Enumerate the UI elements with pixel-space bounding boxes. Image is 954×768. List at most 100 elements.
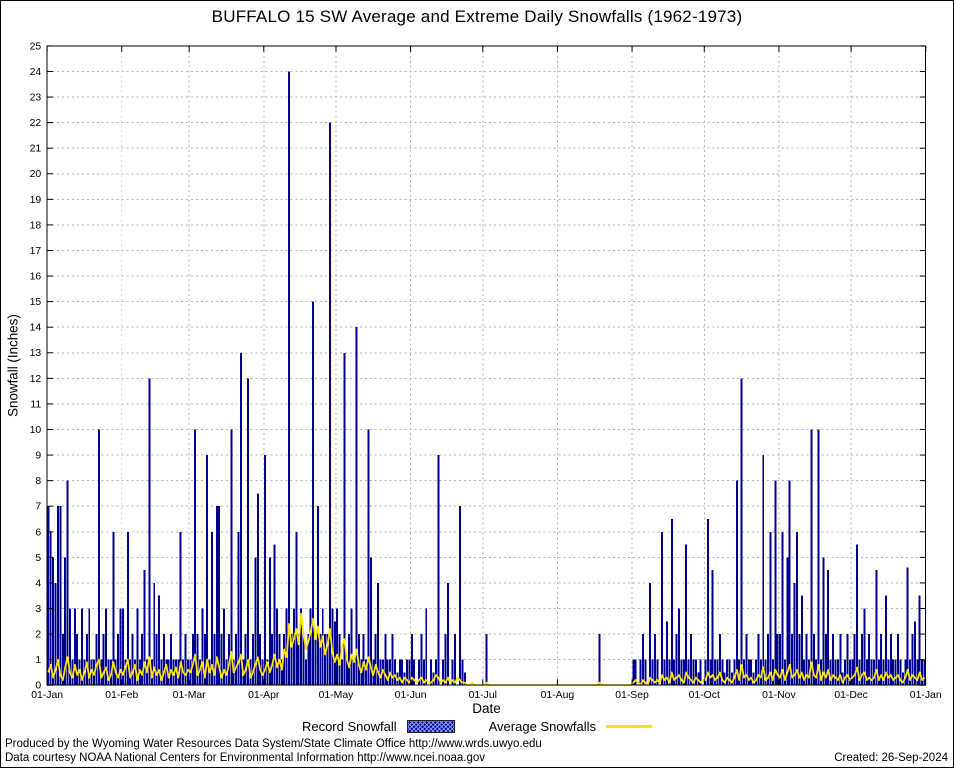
record-bar bbox=[685, 544, 688, 686]
snowfall-chart: 0123456789101112131415161718192021222324… bbox=[5, 41, 941, 701]
record-bar bbox=[47, 506, 50, 686]
record-bar bbox=[723, 672, 726, 686]
svg-text:01-Jul: 01-Jul bbox=[469, 690, 497, 701]
svg-text:01-Dec: 01-Dec bbox=[834, 690, 868, 701]
record-bar bbox=[639, 659, 642, 686]
record-bar bbox=[437, 455, 440, 686]
record-bar bbox=[817, 429, 820, 686]
record-bar bbox=[721, 659, 724, 686]
record-bar bbox=[844, 659, 847, 686]
record-bar bbox=[868, 634, 871, 686]
record-bar bbox=[913, 621, 916, 686]
record-bar bbox=[752, 672, 755, 686]
svg-text:1: 1 bbox=[35, 655, 41, 666]
record-bar bbox=[632, 659, 635, 686]
record-bar bbox=[678, 608, 680, 686]
record-bar bbox=[434, 659, 437, 686]
record-bar bbox=[735, 480, 738, 686]
record-bar bbox=[247, 378, 250, 686]
record-bar bbox=[783, 659, 786, 686]
record-bar bbox=[786, 557, 789, 686]
record-bar bbox=[420, 634, 423, 686]
record-bar bbox=[918, 595, 921, 686]
record-bar bbox=[196, 634, 199, 686]
record-bar bbox=[64, 557, 67, 686]
record-bar bbox=[463, 672, 466, 686]
record-bar bbox=[673, 659, 676, 686]
record-bar bbox=[899, 659, 902, 686]
svg-text:12: 12 bbox=[30, 374, 42, 385]
record-bar bbox=[812, 634, 815, 686]
record-bar bbox=[824, 634, 827, 686]
record-bar bbox=[326, 634, 329, 686]
record-bar bbox=[56, 506, 59, 686]
record-bar bbox=[377, 582, 380, 686]
record-bar bbox=[853, 634, 856, 686]
y-axis-label: Snowfall (Inches) bbox=[5, 314, 20, 417]
svg-text:10: 10 bbox=[30, 425, 42, 436]
record-bar bbox=[909, 659, 912, 686]
record-bar bbox=[860, 634, 863, 686]
record-bar bbox=[223, 608, 226, 686]
record-bar bbox=[131, 634, 134, 686]
record-bar bbox=[906, 567, 909, 686]
record-bar bbox=[218, 506, 221, 686]
svg-text:19: 19 bbox=[30, 195, 42, 206]
svg-text:11: 11 bbox=[30, 399, 41, 410]
svg-text:01-Nov: 01-Nov bbox=[762, 690, 796, 701]
record-bar bbox=[851, 659, 854, 686]
record-bar bbox=[858, 659, 861, 686]
record-bar bbox=[675, 634, 678, 686]
record-bar bbox=[793, 582, 796, 686]
record-bar bbox=[119, 608, 122, 686]
record-bar bbox=[348, 634, 351, 686]
record-bar bbox=[276, 608, 279, 686]
record-bar bbox=[430, 659, 433, 686]
record-bar bbox=[410, 634, 413, 686]
record-bar bbox=[798, 634, 801, 686]
y-tick-labels: 0123456789101112131415161718192021222324… bbox=[30, 41, 42, 691]
record-bar bbox=[863, 608, 866, 686]
record-bar bbox=[300, 608, 303, 686]
record-bar bbox=[365, 659, 368, 686]
record-bar bbox=[343, 352, 346, 686]
record-snowfall-swatch bbox=[406, 719, 455, 733]
record-bar bbox=[102, 634, 105, 686]
record-bar bbox=[155, 634, 158, 686]
record-bar bbox=[259, 634, 262, 686]
svg-text:2: 2 bbox=[35, 630, 41, 641]
record-bar bbox=[781, 531, 784, 686]
svg-text:16: 16 bbox=[30, 272, 42, 283]
record-bar bbox=[923, 659, 926, 686]
record-bar bbox=[704, 659, 707, 686]
record-bar bbox=[446, 582, 449, 686]
record-bar bbox=[235, 634, 238, 686]
record-bar bbox=[805, 634, 808, 686]
svg-text:21: 21 bbox=[30, 144, 42, 155]
svg-text:3: 3 bbox=[35, 604, 41, 615]
record-bar bbox=[767, 634, 770, 686]
record-bar bbox=[59, 506, 62, 686]
record-bar bbox=[771, 659, 774, 686]
record-bar bbox=[398, 659, 401, 686]
record-bar bbox=[413, 659, 416, 686]
record-bar bbox=[810, 429, 813, 686]
record-bar bbox=[174, 659, 177, 686]
svg-text:01-Oct: 01-Oct bbox=[689, 690, 720, 701]
record-bar bbox=[271, 634, 274, 686]
plot-border bbox=[46, 45, 927, 686]
svg-text:8: 8 bbox=[35, 476, 41, 487]
record-bar bbox=[795, 531, 798, 686]
record-bar bbox=[369, 557, 372, 686]
record-bar bbox=[668, 659, 671, 686]
record-bar bbox=[184, 634, 187, 686]
record-bar bbox=[889, 634, 892, 686]
record-bar bbox=[133, 659, 136, 686]
footer-produced-by: Produced by the Wyoming Water Resources … bbox=[5, 737, 542, 750]
record-bar bbox=[444, 634, 447, 686]
record-bar bbox=[653, 634, 656, 686]
record-bar bbox=[198, 659, 201, 686]
record-bar bbox=[309, 608, 312, 686]
record-bar bbox=[800, 595, 803, 686]
record-bar bbox=[52, 557, 55, 686]
